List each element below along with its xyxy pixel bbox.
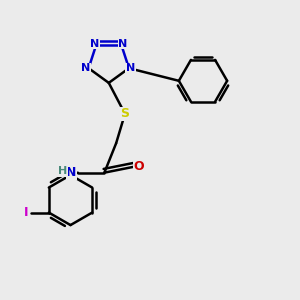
Text: S: S xyxy=(121,107,130,120)
Text: O: O xyxy=(134,160,144,173)
Text: N: N xyxy=(66,166,76,179)
Text: N: N xyxy=(118,39,127,49)
Text: H: H xyxy=(58,166,67,176)
Text: N: N xyxy=(126,63,135,73)
Text: N: N xyxy=(90,39,100,49)
Text: I: I xyxy=(24,206,28,219)
Text: N: N xyxy=(81,63,90,73)
